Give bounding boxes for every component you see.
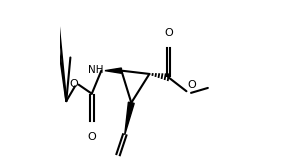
Polygon shape: [125, 102, 134, 135]
Polygon shape: [105, 68, 122, 73]
Text: O: O: [69, 79, 78, 89]
Text: O: O: [87, 132, 96, 142]
Text: O: O: [187, 80, 196, 90]
Text: NH: NH: [88, 65, 104, 75]
Text: O: O: [164, 28, 173, 38]
